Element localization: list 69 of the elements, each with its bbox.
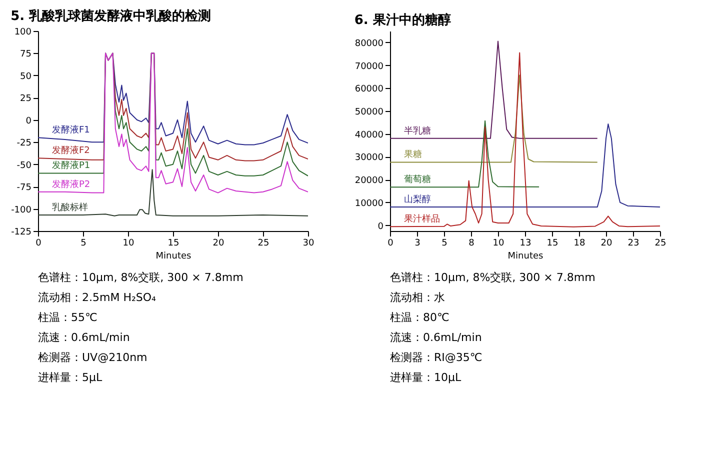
line-series [390, 74, 598, 163]
text: 流动相：水 [390, 291, 445, 304]
x-tick-label: 18 [574, 238, 586, 248]
x-tick-label: 0 [388, 238, 394, 248]
line-series [390, 52, 660, 228]
x-tick-label: 10 [122, 238, 134, 248]
series-label: 发酵液P1 [52, 160, 90, 172]
y-tick-label: -50 [16, 160, 32, 171]
chart-title: 6. 果汁中的糖醇 [354, 12, 451, 28]
text: 检测器：RI@35℃ [390, 351, 482, 364]
series-label: 果汁样品 [404, 214, 440, 225]
y-tick-label: 25 [20, 94, 32, 104]
y-tick-label: 100 [14, 28, 32, 38]
x-tick-label: 0 [36, 238, 42, 248]
y-tick-label: 50 [20, 72, 32, 82]
y-tick-label: 50000 [354, 108, 384, 118]
line-series [390, 120, 540, 188]
x-tick-label: 25 [654, 238, 666, 248]
y-tick-label: 70000 [354, 62, 384, 72]
y-tick-label: -125 [11, 228, 32, 238]
y-tick-label: 80000 [354, 38, 384, 49]
series-label: 乳酸标样 [52, 202, 88, 213]
series-label: 果糖 [404, 149, 422, 160]
x-tick-label: 8 [468, 238, 475, 248]
y-tick-label: 20000 [354, 176, 384, 186]
series-label: 山梨醇 [404, 194, 431, 205]
y-tick-label: -100 [11, 205, 32, 216]
x-tick-label: 30 [302, 238, 314, 248]
line-series [390, 124, 660, 208]
x-axis-title: Minutes [508, 252, 544, 262]
x-tick-label: 10 [492, 238, 504, 248]
x-tick-label: 23 [628, 238, 640, 248]
series-label: 发酵液F2 [52, 145, 90, 156]
text: 流速：0.6mL/min [390, 331, 482, 344]
x-tick-label: 20 [212, 238, 224, 248]
y-tick-label: 40000 [354, 130, 384, 140]
text: 色谱柱：10μm, 8%交联, 300 × 7.8mm [38, 271, 244, 284]
series-label: 发酵液F1 [52, 124, 90, 136]
y-tick-label: 10000 [354, 198, 384, 209]
series-label: 葡萄糖 [404, 174, 431, 186]
x-tick-label: 5 [80, 238, 86, 248]
y-tick-label: -25 [16, 138, 32, 149]
x-tick-label: 5 [442, 238, 448, 248]
text: 检测器：UV@210nm [38, 351, 148, 364]
x-tick-label: 20 [600, 238, 612, 248]
x-tick-label: 13 [520, 238, 532, 248]
text: 柱温：80℃ [390, 311, 450, 324]
x-tick-label: 15 [546, 238, 558, 248]
y-tick-label: 60000 [354, 84, 384, 95]
x-tick-label: 3 [414, 238, 420, 248]
series-label: 发酵液P2 [52, 178, 90, 190]
y-tick-label: 0 [378, 222, 384, 232]
line-series [38, 169, 308, 216]
chart-title: 5. 乳酸乳球菌发酵液中乳酸的检测 [10, 8, 212, 24]
text: 流速：0.6mL/min [38, 331, 130, 344]
x-axis-title: Minutes [156, 252, 192, 262]
text: 进样量：10μL [390, 371, 462, 384]
text: 色谱柱：10μm, 8%交联, 300 × 7.8mm [390, 271, 596, 284]
y-tick-label: 0 [26, 116, 32, 126]
y-tick-label: 30000 [354, 153, 384, 164]
text: 流动相：2.5mM H₂SO₄ [38, 291, 157, 304]
y-tick-label: -75 [16, 183, 32, 194]
line-series [390, 40, 598, 139]
x-tick-label: 15 [168, 238, 180, 248]
x-tick-label: 25 [258, 238, 270, 248]
text: 柱温：55℃ [38, 311, 98, 324]
y-tick-label: 75 [20, 50, 32, 60]
series-label: 半乳糖 [404, 125, 431, 136]
text: 进样量：5μL [38, 371, 103, 384]
